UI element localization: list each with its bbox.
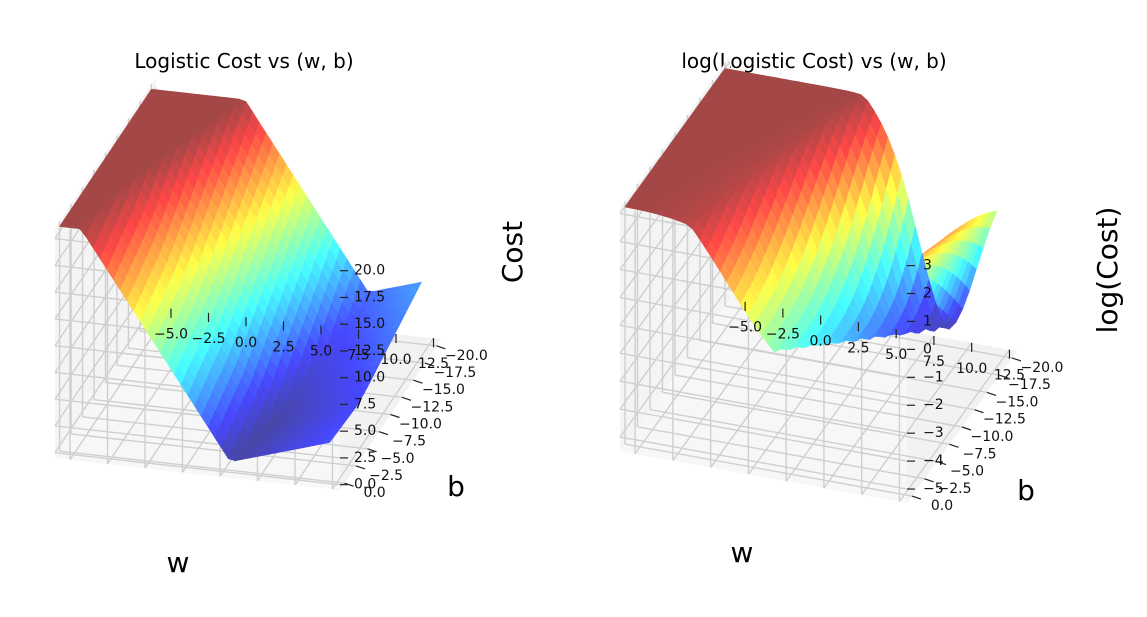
- z-tick-label: 20.0: [354, 263, 385, 279]
- z-tick-label: 10.0: [354, 370, 385, 386]
- y-tick-label: 0.0: [363, 485, 385, 501]
- z-tick-label: 3: [923, 258, 932, 274]
- z-axis-label: log(Cost): [1091, 207, 1124, 334]
- y-tick-label: −7.5: [963, 446, 997, 462]
- x-tick-label: 5.0: [310, 344, 332, 360]
- y-tick-label: −12.5: [411, 399, 454, 415]
- surface: [59, 88, 422, 462]
- chart-title: Logistic Cost vs (w, b): [134, 49, 353, 73]
- y-tick-label: −10.0: [971, 429, 1014, 445]
- z-tick-label: 12.5: [354, 343, 385, 359]
- x-tick-label: 12.5: [994, 368, 1025, 384]
- y-tick-label: −20.0: [1021, 360, 1064, 376]
- y-tick-label: 0.0: [931, 498, 953, 514]
- y-tick-label: −10.0: [399, 417, 442, 433]
- z-tick-label: 2.5: [354, 450, 376, 466]
- surface-patch: [410, 281, 422, 292]
- x-tick-label: −2.5: [766, 327, 800, 343]
- x-tick-label: −5.0: [728, 320, 762, 336]
- surface: [624, 68, 998, 353]
- x-tick-label: 7.5: [347, 348, 369, 364]
- z-tick-label: −3: [923, 425, 944, 441]
- x-tick-label: 10.0: [380, 352, 411, 368]
- y-tick-label: −5.0: [381, 451, 415, 467]
- x-tick-label: 7.5: [923, 354, 945, 370]
- y-tick-label: −12.5: [983, 412, 1026, 428]
- x-tick-label: −2.5: [192, 331, 226, 347]
- z-tick-label: −1: [923, 369, 944, 385]
- x-axis-label: w: [731, 536, 754, 569]
- z-tick-label: 0.0: [354, 477, 376, 493]
- x-tick-label: 0.0: [809, 333, 831, 349]
- x-tick-label: 5.0: [885, 347, 907, 363]
- y-tick-label: −5.0: [950, 464, 984, 480]
- y-tick-label: −7.5: [392, 434, 426, 450]
- y-tick-label: −17.5: [433, 365, 476, 381]
- plot-log-logistic-cost: log(Logistic Cost) vs (w, b)−5.0 −2.5 0.0 2…: [619, 49, 1124, 569]
- z-tick-label: 0: [923, 341, 932, 357]
- x-tick-label: 12.5: [418, 356, 449, 372]
- y-tick-label: −15.0: [422, 382, 465, 398]
- x-tick-label: −5.0: [154, 327, 188, 343]
- grid-lines: [619, 61, 1013, 503]
- z-tick-label: 1: [923, 313, 932, 329]
- y-axis-label: b: [1017, 474, 1035, 507]
- y-axis-label: b: [447, 470, 465, 503]
- y-tick-label: −2.5: [369, 468, 403, 484]
- x-axis-label: w: [167, 546, 190, 579]
- x-tick-label: 2.5: [847, 340, 869, 356]
- z-tick-label: 15.0: [354, 316, 385, 332]
- surface-patch: [985, 210, 998, 229]
- y-tick-label: −15.0: [996, 395, 1039, 411]
- z-tick-label: −2: [923, 397, 944, 413]
- x-tick-label: 10.0: [956, 361, 987, 377]
- z-axis-label: Cost: [496, 221, 529, 283]
- tick-labels: −5.0 −2.5 0.0 2.5 5.0 7.5 10.0 12.50.0−2.5−5.0−…: [154, 263, 488, 501]
- z-tick-label: 5.0: [354, 423, 376, 439]
- z-tick-label: 7.5: [354, 396, 376, 412]
- z-tick-label: 17.5: [354, 289, 385, 305]
- z-tick-label: −5: [923, 481, 944, 497]
- x-tick-label: 0.0: [235, 335, 257, 351]
- y-tick-label: −2.5: [938, 481, 972, 497]
- y-tick-label: −17.5: [1008, 377, 1051, 393]
- x-tick-label: 2.5: [272, 339, 294, 355]
- z-tick-label: −4: [923, 453, 944, 469]
- z-tick-label: 2: [923, 286, 932, 302]
- y-tick-label: −20.0: [445, 348, 488, 364]
- tick-labels: −5.0 −2.5 0.0 2.5 5.0 7.5 10.0 12.50.0−2.5−5.0−…: [728, 258, 1063, 514]
- plot-logistic-cost: Logistic Cost vs (w, b)−5.0 −2.5 0.0 2.5 5.0…: [54, 49, 529, 579]
